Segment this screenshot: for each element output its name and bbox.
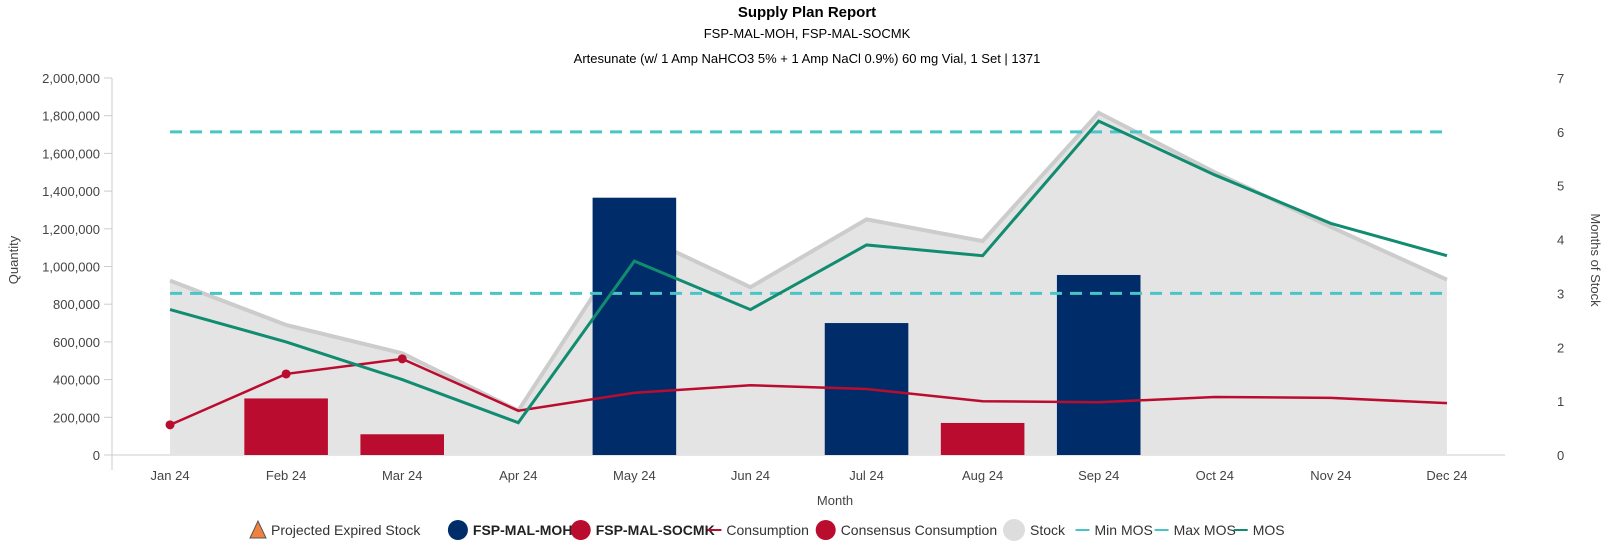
moh-symbol xyxy=(447,520,468,540)
x-tick-label: Dec 24 xyxy=(1426,468,1467,483)
x-tick-label: Jul 24 xyxy=(849,468,884,483)
x-tick-label: Jun 24 xyxy=(731,468,770,483)
x-tick-label: Aug 24 xyxy=(962,468,1003,483)
mos-line xyxy=(169,119,1448,425)
legend-label: MOS xyxy=(1253,522,1285,538)
socmk-symbol xyxy=(570,520,591,540)
legend-label: Min MOS xyxy=(1095,522,1153,538)
x-tick-label: Oct 24 xyxy=(1196,468,1234,483)
moh-bar xyxy=(1056,274,1141,455)
y2-tick-label: 5 xyxy=(1557,179,1564,194)
y-tick-label: 1,800,000 xyxy=(42,109,100,124)
y2-tick-label: 6 xyxy=(1557,125,1564,140)
legend-label: Stock xyxy=(1030,522,1066,538)
consensus-consumption-point xyxy=(397,354,407,364)
legend-label: Max MOS xyxy=(1174,522,1236,538)
x-tick-label: Feb 24 xyxy=(266,468,306,483)
chart-subtitle: FSP-MAL-MOH, FSP-MAL-SOCMK xyxy=(704,26,911,41)
y-tick-label: 600,000 xyxy=(53,335,100,350)
socmk-bar xyxy=(244,398,328,455)
y-tick-label: 400,000 xyxy=(53,373,100,388)
y2-tick-label: 3 xyxy=(1557,286,1564,301)
y-tick-label: 200,000 xyxy=(53,410,100,425)
chart-title: Supply Plan Report xyxy=(738,4,876,21)
x-tick-label: Mar 24 xyxy=(382,468,422,483)
y2-tick-label: 2 xyxy=(1557,340,1564,355)
y-tick-label: 0 xyxy=(93,448,100,463)
stock-symbol xyxy=(1003,519,1025,541)
consumption-line xyxy=(169,357,1448,426)
legend-label: FSP-MAL-MOH, xyxy=(473,522,576,538)
x-tick-label: May 24 xyxy=(613,468,656,483)
consensus-consumption-symbol xyxy=(815,520,836,540)
legend-label: Consensus Consumption xyxy=(841,522,997,538)
consensus-consumption-point xyxy=(165,420,175,430)
plot-area: 0 200,000 400,000 600,000 800,000 1,000,000 1,… xyxy=(42,71,1564,483)
stock-area xyxy=(170,112,1447,455)
x-axis-title: Month xyxy=(817,493,853,508)
chart-subtitle-product: Artesunate (w/ 1 Amp NaHCO3 5% + 1 Amp N… xyxy=(574,51,1041,66)
y2-tick-label: 1 xyxy=(1557,394,1564,409)
x-tick-label: Nov 24 xyxy=(1310,468,1351,483)
x-tick-label: Jan 24 xyxy=(151,468,190,483)
y2-axis-title: Months of Stock xyxy=(1588,213,1603,307)
moh-bar xyxy=(592,197,677,455)
consensus-consumption-point xyxy=(281,369,291,379)
y-tick-label: 1,200,000 xyxy=(42,222,100,237)
legend-label: FSP-MAL-SOCMK xyxy=(596,522,715,538)
chart-legend: Projected Expired Stock FSP-MAL-MOH, FSP-M… xyxy=(249,519,1285,541)
y2-tick-label: 7 xyxy=(1557,71,1564,86)
y2-tick-label: 0 xyxy=(1557,448,1564,463)
y-axis-title: Quantity xyxy=(6,235,21,284)
y-tick-label: 1,600,000 xyxy=(42,146,100,161)
stock-line xyxy=(169,110,1448,414)
y-tick-label: 800,000 xyxy=(53,297,100,312)
y-tick-label: 1,000,000 xyxy=(42,260,100,275)
socmk-bar xyxy=(360,434,444,455)
x-tick-label: Sep 24 xyxy=(1078,468,1119,483)
expired-stock-symbol xyxy=(249,519,267,539)
y2-tick-label: 4 xyxy=(1557,233,1564,248)
y-tick-label: 1,400,000 xyxy=(42,184,100,199)
y-tick-label: 2,000,000 xyxy=(42,71,100,86)
legend-label: Consumption xyxy=(726,522,809,538)
x-tick-label: Apr 24 xyxy=(499,468,537,483)
socmk-bar xyxy=(940,422,1025,455)
legend-label: Projected Expired Stock xyxy=(271,522,421,538)
